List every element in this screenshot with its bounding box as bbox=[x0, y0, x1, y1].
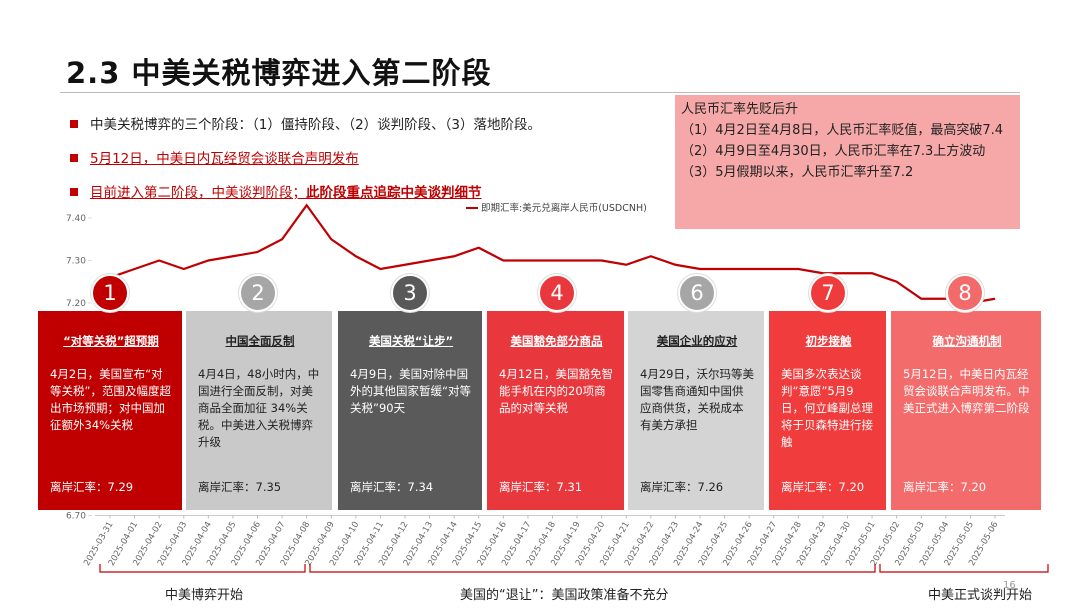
bullet: 5月12日，中美日内瓦经贸会谈联合声明发布 bbox=[70, 147, 359, 167]
event-title: 中国全面反制 bbox=[225, 334, 295, 348]
bullet-marker bbox=[70, 154, 78, 162]
event-rate: 离岸汇率：7.35 bbox=[198, 480, 282, 494]
event-title: 确立沟通机制 bbox=[932, 334, 1002, 348]
phase-label: 美国的“退让”：美国政策准备不充分 bbox=[460, 588, 669, 603]
bullet: 中美关税博弈的三个阶段：（1）僵持阶段、（2）谈判阶段、（3）落地阶段。 bbox=[70, 113, 541, 133]
note-item: （1）4月2日至4月8日，人民币汇率贬值，最高突破7.4 bbox=[681, 123, 1004, 138]
y-tick-label: 6.70 bbox=[66, 512, 86, 522]
event-body: 4月9日，美国对除中国外的其他国家暂缓“对等关税”90天 bbox=[350, 367, 471, 415]
title-rule bbox=[60, 92, 1020, 93]
event-card: 美国关税“让步” 4月9日，美国对除中国外的其他国家暂缓“对等关税”90天离岸汇率… bbox=[338, 311, 482, 510]
bullet-emphasis: 此阶段重点追踪中美谈判细节 bbox=[306, 185, 482, 201]
event-title: 初步接触 bbox=[805, 334, 852, 348]
data-line bbox=[109, 203, 996, 305]
bullet-text: 中美关税博弈的三个阶段：（1）僵持阶段、（2）谈判阶段、（3）落地阶段。 bbox=[90, 117, 542, 133]
phase-bracket bbox=[99, 564, 306, 573]
event-body: 4月12日，美国豁免智能手机在内的20项商品的对等关税 bbox=[499, 367, 613, 415]
event-card: 美国企业的应对 4月29日，沃尔玛等美国零售商通知中国供应商供货，关税成本有美方承… bbox=[628, 311, 764, 510]
event-rate: 离岸汇率：7.34 bbox=[350, 480, 434, 494]
event-card: “对等关税”超预期 4月2日，美国宣布“对等关税”，范围及幅度超出市场预期；对中国… bbox=[38, 311, 182, 510]
event-rate: 离岸汇率：7.29 bbox=[50, 480, 134, 494]
event-number: 3 bbox=[391, 274, 429, 312]
event-card: 中国全面反制 4月4日，48小时内，中国进行全面反制，对美商品全面加征 34%关税… bbox=[186, 311, 332, 510]
event-number: 2 bbox=[239, 274, 277, 312]
bullet-text: 5月12日，中美日内瓦经贸会谈联合声明发布 bbox=[90, 151, 359, 167]
y-tick-label: 7.40 bbox=[66, 214, 86, 224]
event-card: 初步接触美国多次表达谈判“意愿”5月9日，何立峰副总理将于贝森特进行接触离岸汇率… bbox=[769, 311, 886, 510]
bullet-marker bbox=[70, 188, 78, 196]
event-number: 7 bbox=[809, 274, 847, 312]
event-title: “对等关税”超预期 bbox=[63, 334, 159, 348]
slide-title: 2.3 中美关税博弈进入第二阶段 bbox=[66, 56, 492, 90]
phase-bracket bbox=[879, 564, 1049, 573]
event-card: 确立沟通机制 5月12日，中美日内瓦经贸会谈联合声明发布。中美正式进入博弈第二阶段… bbox=[891, 311, 1041, 510]
note-item: （2）4月9日至4月30日，人民币汇率在7.3上方波动 bbox=[681, 144, 986, 159]
bullet: 目前进入第二阶段，中美谈判阶段；此阶段重点追踪中美谈判细节 bbox=[70, 181, 482, 201]
y-tick-label: 7.20 bbox=[66, 299, 86, 309]
phase-label: 中美正式谈判开始 bbox=[928, 588, 1033, 603]
page-number: 16 bbox=[1003, 580, 1016, 591]
event-title: 美国企业的应对 bbox=[656, 334, 738, 348]
note-box: 人民币汇率先贬后升 （1）4月2日至4月8日，人民币汇率贬值，最高突破7.4 （… bbox=[675, 95, 1020, 229]
event-body: 4月2日，美国宣布“对等关税”，范围及幅度超出市场预期；对中国加征额外34%关税 bbox=[50, 367, 171, 432]
event-number: 6 bbox=[678, 274, 716, 312]
bullet-text: 目前进入第二阶段，中美谈判阶段； bbox=[90, 185, 306, 201]
event-rate: 离岸汇率：7.26 bbox=[640, 480, 724, 494]
event-body: 5月12日，中美日内瓦经贸会谈联合声明发布。中美正式进入博弈第二阶段 bbox=[903, 367, 1030, 415]
event-body: 4月4日，48小时内，中国进行全面反制，对美商品全面加征 34%关税。中美进入关… bbox=[198, 367, 320, 449]
phase-bracket bbox=[309, 564, 876, 573]
event-title: 美国豁免部分商品 bbox=[510, 334, 603, 348]
phase-label: 中美博弈开始 bbox=[165, 588, 244, 603]
y-tick-label: 7.30 bbox=[66, 257, 86, 267]
event-rate: 离岸汇率：7.31 bbox=[499, 480, 583, 494]
event-rate: 离岸汇率：7.20 bbox=[903, 480, 987, 494]
event-number: 1 bbox=[91, 274, 129, 312]
bullet-marker bbox=[70, 120, 78, 128]
note-item: （3）5月假期以来，人民币汇率升至7.2 bbox=[681, 165, 914, 180]
event-body: 4月29日，沃尔玛等美国零售商通知中国供应商供货，关税成本有美方承担 bbox=[640, 367, 754, 432]
event-rate: 离岸汇率：7.20 bbox=[781, 480, 865, 494]
event-body: 美国多次表达谈判“意愿”5月9日，何立峰副总理将于贝森特进行接触 bbox=[781, 367, 873, 449]
legend-label: 即期汇率:美元兑离岸人民币(USDCNH) bbox=[481, 202, 647, 214]
event-number: 8 bbox=[946, 274, 984, 312]
event-number: 4 bbox=[538, 274, 576, 312]
event-title: 美国关税“让步” bbox=[368, 334, 454, 348]
note-title: 人民币汇率先贬后升 bbox=[681, 102, 799, 117]
event-card: 美国豁免部分商品 4月12日，美国豁免智能手机在内的20项商品的对等关税离岸汇率：… bbox=[487, 311, 624, 510]
